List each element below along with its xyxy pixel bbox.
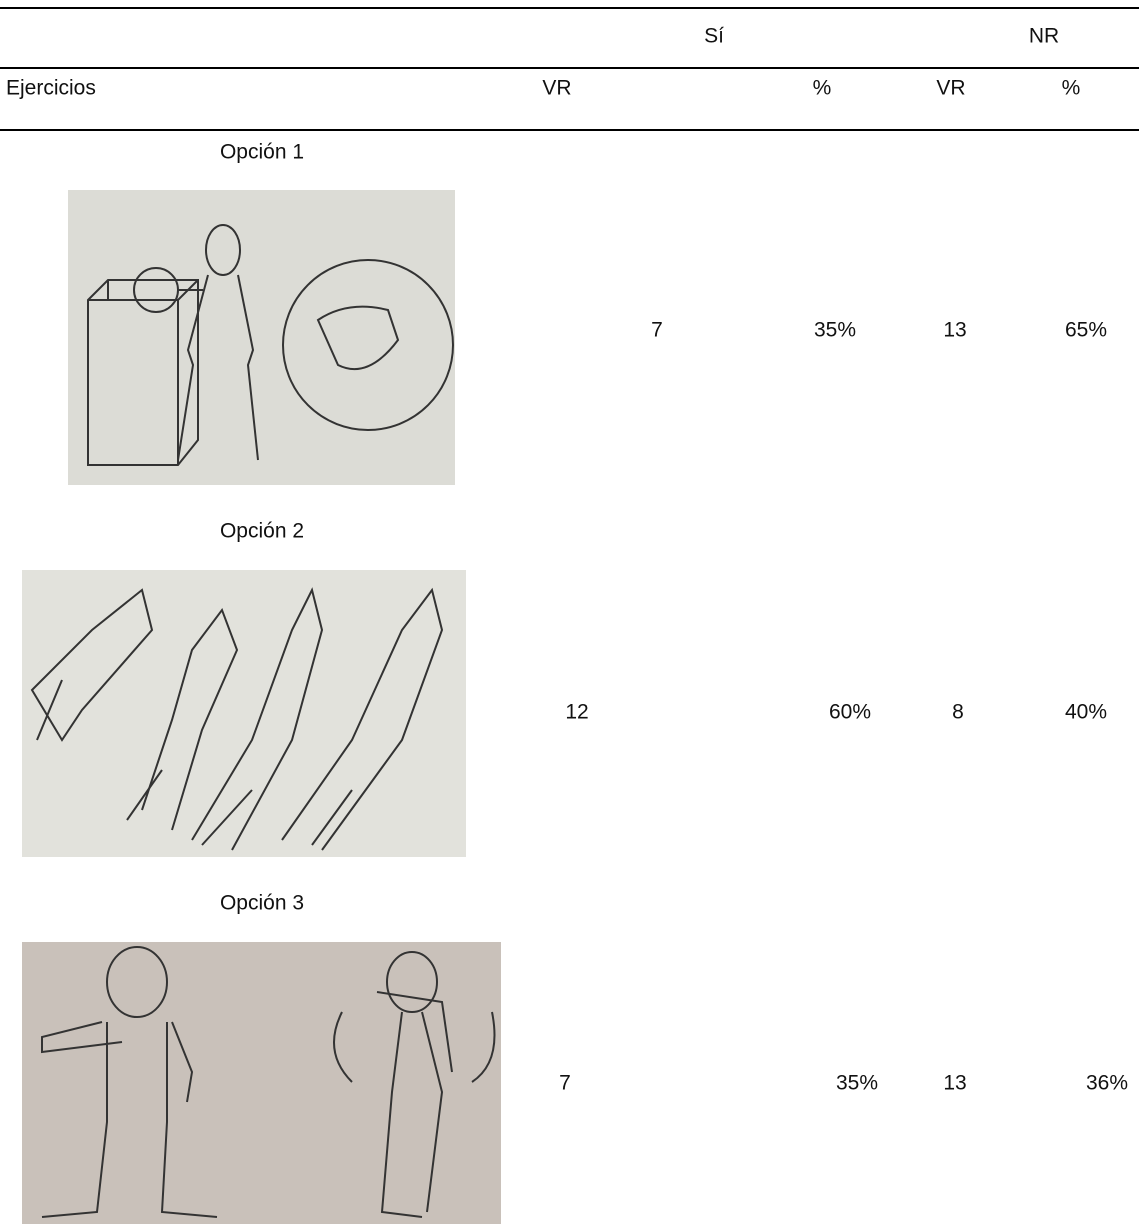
column-header: VR: [542, 76, 572, 100]
table-cell: 13: [943, 318, 967, 342]
row-label: Opción 3: [219, 891, 305, 915]
column-header: Ejercicios: [6, 76, 96, 100]
table-rule: [0, 7, 1139, 9]
table-cell: 65%: [1064, 318, 1108, 342]
table-cell: 60%: [828, 700, 872, 724]
group-header: NR: [1028, 24, 1060, 48]
exercise-illustration: [68, 190, 455, 485]
row-label: Opción 2: [219, 519, 305, 543]
table-cell: 13: [943, 1071, 967, 1095]
table-cell: 7: [559, 1071, 571, 1095]
group-header: Sí: [704, 24, 724, 48]
table-rule: [0, 129, 1139, 131]
table-cell: 35%: [835, 1071, 879, 1095]
table-cell: 7: [651, 318, 663, 342]
column-header: %: [812, 76, 832, 100]
table-cell: 36%: [1085, 1071, 1129, 1095]
table-rule: [0, 67, 1139, 69]
table-cell: 40%: [1064, 700, 1108, 724]
table-cell: 35%: [813, 318, 857, 342]
exercise-illustration: [22, 942, 501, 1224]
table-cell: 8: [952, 700, 964, 724]
column-header: VR: [936, 76, 966, 100]
column-header: %: [1061, 76, 1081, 100]
exercise-illustration: [22, 570, 466, 857]
table-cell: 12: [565, 700, 589, 724]
row-label: Opción 1: [219, 140, 305, 164]
